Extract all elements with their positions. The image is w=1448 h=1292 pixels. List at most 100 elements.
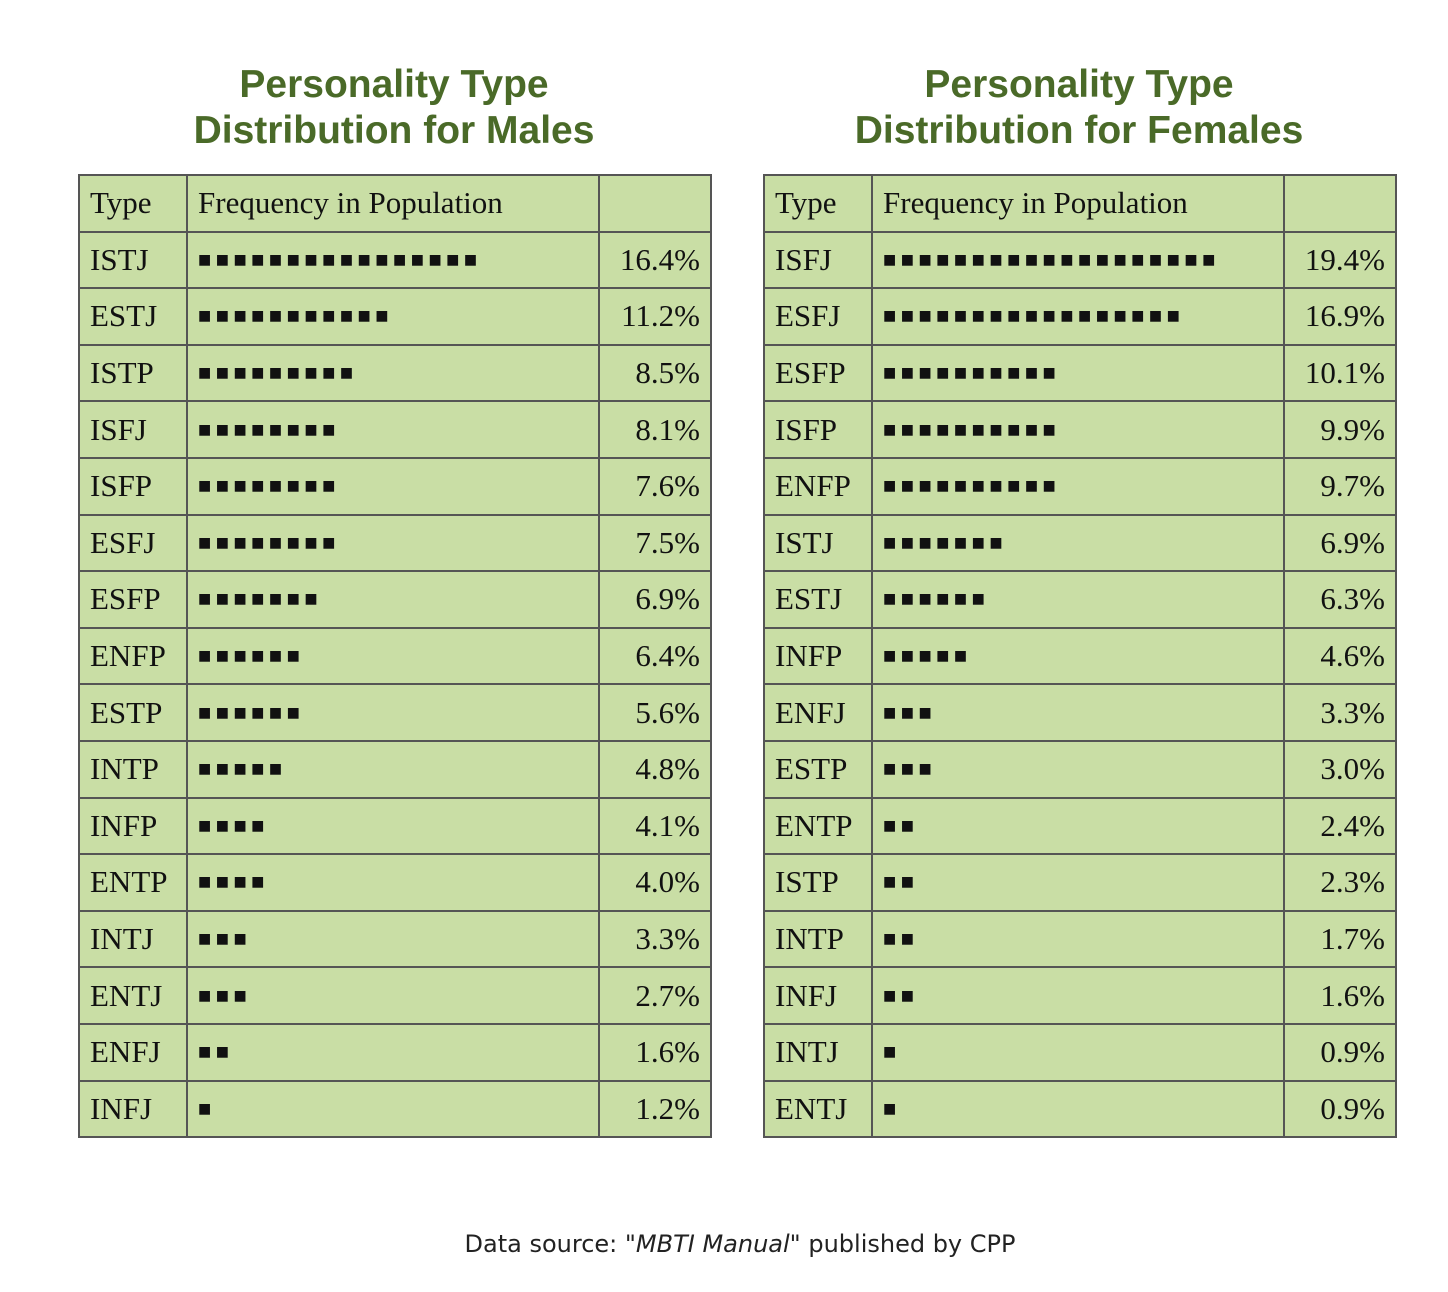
percent-cell: 6.4% <box>598 626 712 686</box>
type-cell: ISTJ <box>763 513 873 573</box>
table-row: INTJ ■ 0.9% <box>763 1022 1397 1082</box>
bar-cell: ■■■■■■■■■■■■■■■■■ <box>871 287 1285 346</box>
table-row: INFP ■■■■ 4.1% <box>78 796 712 856</box>
percent-cell: 6.9% <box>1283 513 1397 573</box>
percent-cell: 0.9% <box>1283 1079 1397 1139</box>
bar-cell: ■■■ <box>186 966 600 1025</box>
bar-cell: ■■■■■■ <box>871 570 1285 629</box>
percent-cell: 9.7% <box>1283 456 1397 516</box>
bar-cell: ■■ <box>871 909 1285 969</box>
table-row: ISTJ ■■■■■■■■■■■■■■■■ 16.4% <box>78 230 712 290</box>
bar-cell: ■■■■■■■■ <box>186 400 600 459</box>
bar-cell: ■■■■ <box>186 853 600 912</box>
percent-cell: 5.6% <box>598 683 712 742</box>
table-row: ESTP ■■■■■■ 5.6% <box>78 683 712 742</box>
type-cell: ESFP <box>78 570 188 629</box>
percent-cell: 3.3% <box>1283 683 1397 742</box>
percent-cell: 6.9% <box>598 570 712 629</box>
percent-cell: 8.5% <box>598 343 712 403</box>
bar-cell: ■■ <box>871 966 1285 1025</box>
table-row: ENTJ ■■■ 2.7% <box>78 966 712 1025</box>
table-row: ESFP ■■■■■■■ 6.9% <box>78 570 712 629</box>
type-cell: ESFJ <box>78 513 188 573</box>
percent-cell: 10.1% <box>1283 343 1397 403</box>
type-cell: INTJ <box>763 1022 873 1082</box>
header-cell: Type <box>78 174 188 233</box>
type-cell: ISTJ <box>78 230 188 290</box>
type-cell: INTP <box>78 739 188 799</box>
table-title: Personality Type Distribution for Males <box>78 62 710 154</box>
bar-cell: ■ <box>186 1079 600 1139</box>
table-row: INFJ ■■ 1.6% <box>763 966 1397 1025</box>
bar-cell: ■■■ <box>186 909 600 969</box>
title-line: Distribution for Males <box>193 109 595 152</box>
type-cell: ENTP <box>78 853 188 912</box>
table-row: INTP ■■ 1.7% <box>763 909 1397 969</box>
bar-cell: ■■ <box>871 796 1285 856</box>
type-cell: ENTJ <box>763 1079 873 1139</box>
header-cell: Frequency in Population <box>871 174 1285 233</box>
type-cell: ISTP <box>763 853 873 912</box>
bar-cell: ■■■■■■■■■■■■■■■■ <box>186 230 600 290</box>
footer-italic: MBTI Manual <box>635 1230 790 1258</box>
table-row: ISTJ ■■■■■■■ 6.9% <box>763 513 1397 573</box>
title-line: Personality Type <box>239 63 549 106</box>
header-row: Type Frequency in Population <box>78 174 712 233</box>
type-cell: ENFJ <box>78 1022 188 1082</box>
bar-cell: ■■■■■■ <box>186 626 600 686</box>
type-cell: ESFJ <box>763 287 873 346</box>
percent-cell: 16.9% <box>1283 287 1397 346</box>
percent-cell: 4.8% <box>598 739 712 799</box>
percent-cell: 1.6% <box>598 1022 712 1082</box>
type-cell: INFJ <box>763 966 873 1025</box>
header-cell: Frequency in Population <box>186 174 600 233</box>
percent-cell: 7.5% <box>598 513 712 573</box>
data-table: Type Frequency in Population ISFJ ■■■■■■■■■… <box>763 174 1397 1139</box>
bar-cell: ■■ <box>186 1022 600 1082</box>
header-cell <box>598 174 712 233</box>
table-row: ENFP ■■■■■■ 6.4% <box>78 626 712 686</box>
table-row: ENTP ■■ 2.4% <box>763 796 1397 856</box>
bar-cell: ■■■■■■■■■■ <box>871 343 1285 403</box>
type-cell: ENFJ <box>763 683 873 742</box>
footer-text: Data source: " <box>464 1230 636 1258</box>
percent-cell: 2.7% <box>598 966 712 1025</box>
table-row: INTJ ■■■ 3.3% <box>78 909 712 969</box>
table-row: ENFJ ■■ 1.6% <box>78 1022 712 1082</box>
header-cell: Type <box>763 174 873 233</box>
table-row: ENTJ ■ 0.9% <box>763 1079 1397 1139</box>
type-cell: INTJ <box>78 909 188 969</box>
type-cell: ISFP <box>78 456 188 516</box>
type-cell: ENTP <box>763 796 873 856</box>
table-row: ISTP ■■■■■■■■■ 8.5% <box>78 343 712 403</box>
percent-cell: 4.1% <box>598 796 712 856</box>
percent-cell: 1.6% <box>1283 966 1397 1025</box>
footer: Data source: "MBTI Manual" published by … <box>0 1230 1448 1258</box>
table-row: INFP ■■■■■ 4.6% <box>763 626 1397 686</box>
bar-cell: ■■■■■ <box>871 626 1285 686</box>
percent-cell: 2.3% <box>1283 853 1397 912</box>
bar-cell: ■■■■■■ <box>186 683 600 742</box>
percent-cell: 4.6% <box>1283 626 1397 686</box>
title-line: Distribution for Females <box>854 109 1304 152</box>
percent-cell: 3.0% <box>1283 739 1397 799</box>
bar-cell: ■ <box>871 1079 1285 1139</box>
bar-cell: ■■■ <box>871 683 1285 742</box>
bar-cell: ■■■■■■■■■■ <box>871 400 1285 459</box>
header-cell <box>1283 174 1397 233</box>
type-cell: INTP <box>763 909 873 969</box>
bar-cell: ■■■ <box>871 739 1285 799</box>
percent-cell: 0.9% <box>1283 1022 1397 1082</box>
table-row: INFJ ■ 1.2% <box>78 1079 712 1139</box>
title-line: Personality Type <box>924 63 1234 106</box>
percent-cell: 9.9% <box>1283 400 1397 459</box>
bar-cell: ■ <box>871 1022 1285 1082</box>
percent-cell: 1.7% <box>1283 909 1397 969</box>
table-row: ENFP ■■■■■■■■■■ 9.7% <box>763 456 1397 516</box>
type-cell: ESFP <box>763 343 873 403</box>
type-cell: INFP <box>763 626 873 686</box>
percent-cell: 3.3% <box>598 909 712 969</box>
percent-cell: 2.4% <box>1283 796 1397 856</box>
footer-text: " published by CPP <box>789 1230 1016 1258</box>
